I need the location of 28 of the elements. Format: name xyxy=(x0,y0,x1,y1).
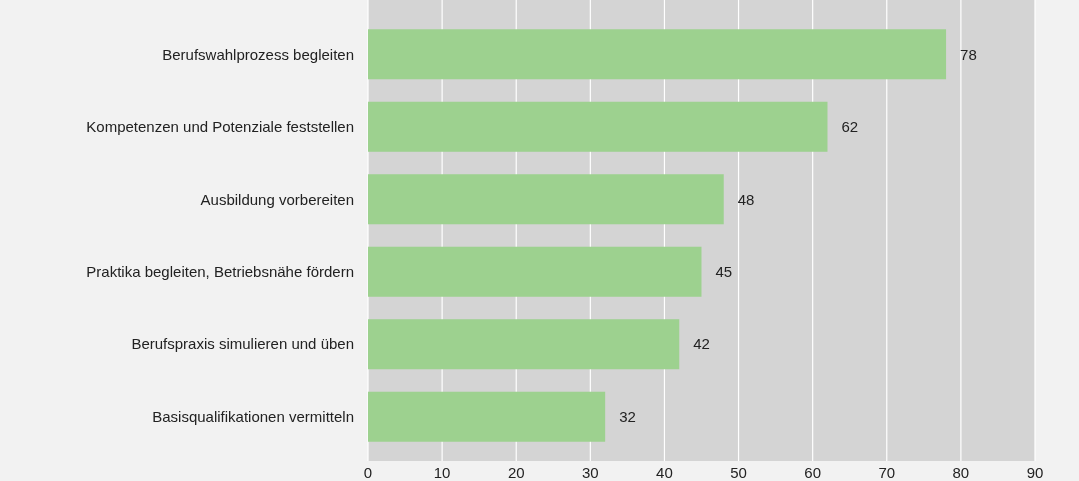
y-tick-label: Berufswahlprozess begleiten xyxy=(162,45,354,63)
y-tick-label: Kompetenzen und Potenziale feststellen xyxy=(86,118,354,136)
x-tick-label: 20 xyxy=(507,464,525,481)
y-tick-label: Praktika begleiten, Betriebsnähe fördern xyxy=(86,263,354,280)
x-tick-label: 70 xyxy=(878,464,896,481)
x-tick-label: 40 xyxy=(656,464,673,481)
bar xyxy=(368,174,724,225)
bar xyxy=(368,319,680,370)
data-label: 62 xyxy=(841,118,859,136)
x-tick-label: 60 xyxy=(804,464,822,481)
bar xyxy=(368,391,606,442)
x-tick-label: 10 xyxy=(433,464,451,481)
y-tick-label: Basisqualifikationen vermitteln xyxy=(152,407,354,425)
y-tick-label: Berufspraxis simulieren und üben xyxy=(131,335,354,353)
bar xyxy=(368,101,828,152)
x-tick-label: 30 xyxy=(581,464,599,481)
x-tick-label: 80 xyxy=(952,464,970,481)
bar xyxy=(368,29,947,80)
data-label: 45 xyxy=(715,263,733,280)
x-tick-label: 50 xyxy=(730,464,747,481)
data-label: 48 xyxy=(737,190,755,208)
data-label: 32 xyxy=(619,407,636,425)
y-tick-label: Ausbildung vorbereiten xyxy=(200,190,354,208)
data-label: 78 xyxy=(960,45,977,63)
bar xyxy=(368,246,702,297)
data-label: 42 xyxy=(693,335,710,353)
x-tick-label: 90 xyxy=(1026,464,1044,481)
x-tick-label: 0 xyxy=(363,464,373,481)
